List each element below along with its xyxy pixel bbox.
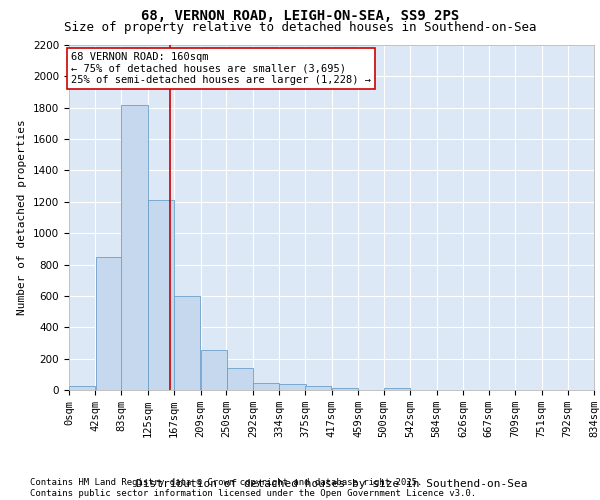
Bar: [280, 384, 305, 390]
Bar: [332, 388, 358, 390]
Bar: [384, 388, 410, 390]
Bar: [305, 386, 331, 390]
Bar: [227, 368, 253, 390]
Bar: [200, 350, 227, 390]
Text: Contains HM Land Registry data © Crown copyright and database right 2025.
Contai: Contains HM Land Registry data © Crown c…: [30, 478, 476, 498]
Y-axis label: Number of detached properties: Number of detached properties: [17, 120, 28, 316]
Text: 68, VERNON ROAD, LEIGH-ON-SEA, SS9 2PS: 68, VERNON ROAD, LEIGH-ON-SEA, SS9 2PS: [141, 9, 459, 23]
Bar: [121, 104, 148, 390]
Text: Size of property relative to detached houses in Southend-on-Sea: Size of property relative to detached ho…: [64, 21, 536, 34]
Bar: [174, 296, 200, 390]
Bar: [69, 386, 95, 390]
Bar: [253, 383, 279, 390]
X-axis label: Distribution of detached houses by size in Southend-on-Sea: Distribution of detached houses by size …: [136, 479, 527, 489]
Bar: [95, 258, 122, 390]
Bar: [148, 200, 174, 390]
Text: 68 VERNON ROAD: 160sqm
← 75% of detached houses are smaller (3,695)
25% of semi-: 68 VERNON ROAD: 160sqm ← 75% of detached…: [71, 52, 371, 86]
